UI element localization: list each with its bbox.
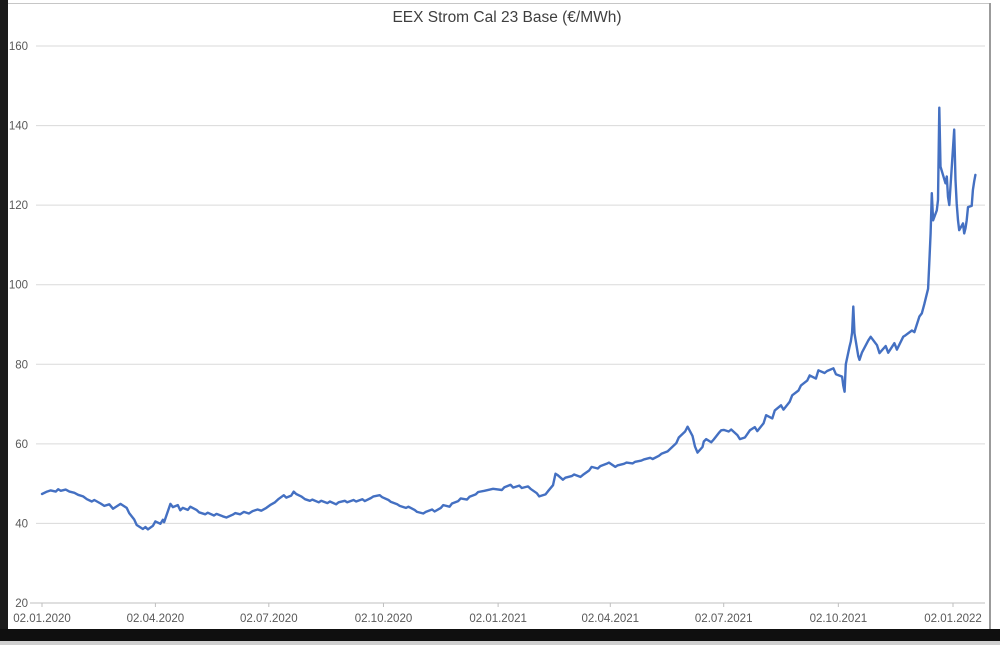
- y-tick-label: 140: [9, 121, 28, 133]
- frame-bottom-edge: [0, 629, 1000, 641]
- x-tick-label: 02.10.2021: [810, 613, 868, 625]
- chart-title: EEX Strom Cal 23 Base (€/MWh): [392, 9, 622, 26]
- y-tick-label: 100: [9, 280, 28, 292]
- frame-left-edge: [0, 0, 8, 641]
- price-line: [40, 106, 977, 531]
- x-tick-label: 02.10.2020: [355, 613, 413, 625]
- y-tick-label: 120: [9, 200, 28, 212]
- y-tick-label: 20: [15, 598, 28, 610]
- frame-bottom-strip: [0, 641, 1000, 645]
- frame-right-edge: [989, 3, 991, 629]
- x-tick-label: 02.01.2020: [13, 613, 71, 625]
- x-tick-label: 02.07.2020: [240, 613, 298, 625]
- y-tick-label: 160: [9, 41, 28, 53]
- x-tick-label: 02.07.2021: [695, 613, 753, 625]
- y-tick-label: 40: [15, 518, 28, 530]
- x-tick-label: 02.01.2022: [924, 613, 982, 625]
- frame-top-edge: [8, 3, 990, 4]
- x-tick-label: 02.01.2021: [469, 613, 527, 625]
- x-tick-label: 02.04.2021: [582, 613, 640, 625]
- y-tick-label: 60: [15, 439, 28, 451]
- y-tick-label: 80: [15, 359, 28, 371]
- x-tick-label: 02.04.2020: [127, 613, 185, 625]
